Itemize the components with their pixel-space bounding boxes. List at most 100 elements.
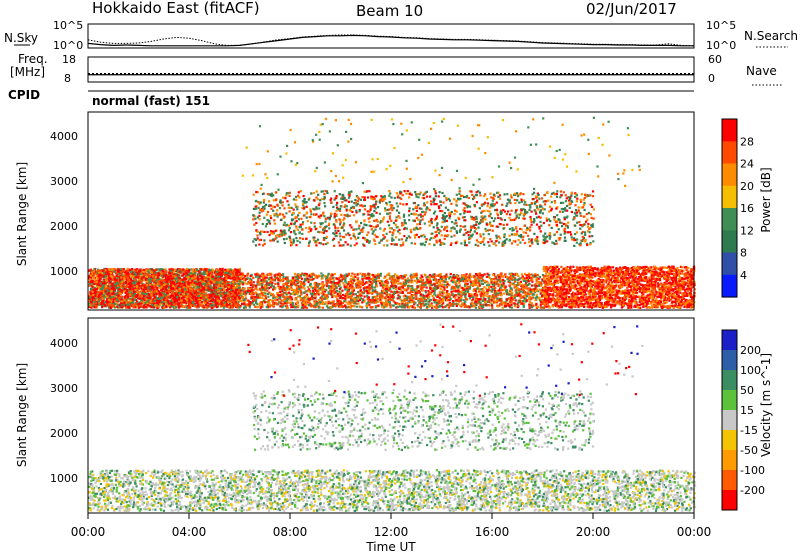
heatmap-cell — [248, 300, 250, 302]
heatmap-cell — [189, 280, 191, 282]
heatmap-cell — [182, 281, 184, 283]
heatmap-cell — [148, 280, 150, 282]
heatmap-cell — [167, 305, 169, 307]
heatmap-cell — [166, 286, 168, 288]
heatmap-cell — [127, 270, 129, 272]
heatmap-cell — [232, 290, 234, 292]
heatmap-cell — [115, 279, 117, 281]
heatmap-cell — [215, 292, 217, 294]
heatmap-cell — [99, 304, 101, 306]
heatmap-cell — [234, 294, 236, 296]
heatmap-cell — [223, 289, 225, 291]
heatmap-cell — [90, 288, 92, 290]
heatmap-cell — [230, 285, 232, 287]
heatmap-cell — [166, 298, 168, 300]
heatmap-cell — [186, 299, 188, 301]
heatmap-cell — [261, 297, 263, 299]
heatmap-cell — [220, 295, 222, 297]
heatmap-cell — [195, 302, 197, 304]
heatmap-cell — [481, 283, 483, 285]
heatmap-cell — [188, 269, 190, 271]
heatmap-cell — [154, 290, 156, 292]
date-label: 02/Jun/2017 — [586, 0, 677, 18]
heatmap-cell — [156, 297, 158, 299]
heatmap-cell — [148, 273, 150, 275]
heatmap-cell — [208, 269, 210, 271]
heatmap-cell — [184, 284, 186, 286]
heatmap-cell — [190, 282, 192, 284]
heatmap-cell — [199, 280, 201, 282]
heatmap-cell — [221, 303, 223, 305]
heatmap-cell — [142, 271, 144, 273]
heatmap-cell — [151, 287, 153, 289]
heatmap-cell — [239, 297, 241, 299]
heatmap-cell — [432, 290, 434, 292]
heatmap-cell — [105, 269, 107, 271]
heatmap-cell — [215, 289, 217, 291]
heatmap-cell — [531, 302, 533, 304]
heatmap-cell — [130, 271, 132, 273]
heatmap-cell — [227, 284, 229, 286]
heatmap-cell — [112, 301, 114, 303]
heatmap-cell — [195, 285, 197, 287]
heatmap-cell — [459, 305, 461, 307]
heatmap-cell — [464, 285, 466, 287]
heatmap-cell — [121, 300, 123, 302]
heatmap-cell — [389, 278, 391, 280]
heatmap-cell — [211, 290, 213, 292]
heatmap-cell — [165, 303, 167, 305]
heatmap-cell — [173, 271, 175, 273]
heatmap-cell — [105, 286, 107, 288]
heatmap-cell — [146, 281, 148, 283]
heatmap-cell — [266, 290, 268, 292]
nsearch-top-tick: 10^5 — [706, 19, 736, 32]
heatmap-cell — [165, 276, 167, 278]
heatmap-cell — [99, 279, 101, 281]
heatmap-cell — [336, 290, 338, 292]
heatmap-cell — [150, 278, 152, 280]
heatmap-cell — [531, 285, 533, 287]
beam-label: Beam 10 — [356, 2, 423, 20]
heatmap-cell — [93, 306, 95, 308]
heatmap-cell — [202, 281, 204, 283]
heatmap-cell — [116, 283, 118, 285]
heatmap-cell — [238, 283, 240, 285]
heatmap-cell — [354, 273, 356, 275]
heatmap-cell — [183, 286, 185, 288]
heatmap-cell — [228, 304, 230, 306]
heatmap-cell — [212, 276, 214, 278]
heatmap-cell — [94, 272, 96, 274]
heatmap-cell — [172, 281, 174, 283]
heatmap-cell — [289, 302, 291, 304]
heatmap-cell — [330, 282, 332, 284]
heatmap-cell — [138, 291, 140, 293]
heatmap-cell — [226, 272, 228, 274]
heatmap-cell — [107, 293, 109, 295]
heatmap-cell — [120, 306, 122, 308]
heatmap-cell — [141, 284, 143, 286]
heatmap-cell — [148, 294, 150, 296]
heatmap-cell — [92, 294, 94, 296]
heatmap-cell — [132, 273, 134, 275]
heatmap-cell — [129, 288, 131, 290]
heatmap-cell — [185, 272, 187, 274]
heatmap-cell — [266, 277, 268, 279]
heatmap-cell — [123, 277, 125, 279]
heatmap-cell — [172, 276, 174, 278]
heatmap-cell — [144, 274, 146, 276]
heatmap-cell — [236, 306, 238, 308]
heatmap-cell — [394, 273, 396, 275]
heatmap-cell — [213, 281, 215, 283]
heatmap-cell — [233, 287, 235, 289]
heatmap-cell — [191, 294, 193, 296]
heatmap-cell — [416, 273, 418, 275]
heatmap-cell — [222, 268, 224, 270]
heatmap-cell — [98, 300, 100, 302]
heatmap-cell — [200, 295, 202, 297]
heatmap-cell — [221, 293, 223, 295]
heatmap-cell — [116, 299, 118, 301]
heatmap-cell — [232, 281, 234, 283]
heatmap-cell — [194, 292, 196, 294]
heatmap-cell — [92, 281, 94, 283]
frequency-frame — [88, 57, 694, 82]
